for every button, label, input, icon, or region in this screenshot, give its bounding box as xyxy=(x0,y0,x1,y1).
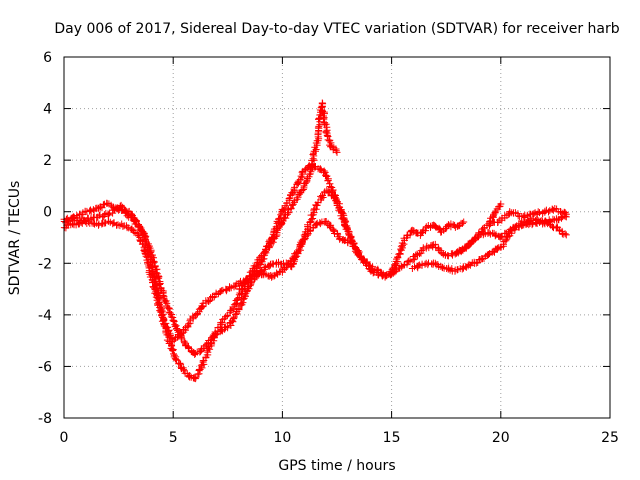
y-tick-label: 2 xyxy=(43,153,52,169)
y-tick-label: -4 xyxy=(38,308,52,324)
x-tick-label: 15 xyxy=(383,430,401,446)
x-tick-label: 5 xyxy=(169,430,178,446)
plot-frame xyxy=(63,56,611,419)
series-markers xyxy=(236,218,352,293)
series-layer xyxy=(60,99,570,383)
y-tick-label: 0 xyxy=(43,205,52,221)
y-axis-label: SDTVAR / TECUs xyxy=(7,181,23,296)
y-tick-label: -2 xyxy=(38,256,52,272)
chart-title: Day 006 of 2017, Sidereal Day-to-day VTE… xyxy=(54,21,619,37)
x-tick-label: 0 xyxy=(60,430,69,446)
y-tick-label: -6 xyxy=(38,359,52,375)
x-tick-label: 20 xyxy=(492,430,510,446)
tick-layer: 0 5 10 15 20 25 -8 -6 -4 -2 0 2 4 6 xyxy=(38,50,619,446)
x-axis-label: GPS time / hours xyxy=(278,458,395,474)
x-tick-label: 10 xyxy=(273,430,291,446)
series-track-4 xyxy=(236,218,352,293)
series-markers xyxy=(453,215,570,257)
series-markers xyxy=(486,205,570,229)
x-tick-label: 25 xyxy=(601,430,619,446)
series-track-9 xyxy=(486,205,570,229)
y-tick-label: 4 xyxy=(43,102,52,118)
y-tick-label: 6 xyxy=(43,50,52,66)
grid-layer xyxy=(64,57,610,418)
y-tick-label: -8 xyxy=(38,411,52,427)
series-track-8 xyxy=(453,215,570,257)
